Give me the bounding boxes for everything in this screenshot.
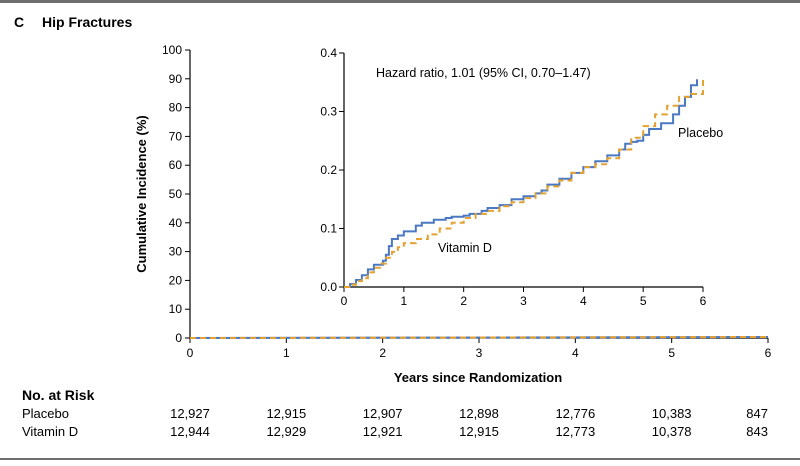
risk-cell: 10,378 <box>651 424 692 439</box>
main-y-tick-label: 30 <box>169 245 183 259</box>
risk-cell: 12,927 <box>170 406 210 421</box>
inset-y-tick-label: 0.0 <box>320 280 337 294</box>
main-y-tick-label: 10 <box>169 302 183 316</box>
main-y-tick-label: 40 <box>169 216 183 230</box>
risk-row-label: Placebo <box>22 406 69 421</box>
main-y-tick-label: 20 <box>169 273 183 287</box>
risk-cell: 10,383 <box>651 406 692 421</box>
main-x-tick-label: 3 <box>476 346 483 360</box>
inset-y-tick-label: 0.3 <box>320 105 337 119</box>
main-x-axis-label: Years since Randomization <box>394 370 562 385</box>
main-x-tick-label: 5 <box>668 346 675 360</box>
inset-x-tick-label: 0 <box>341 294 348 308</box>
main-y-axis-label: Cumulative Incidence (%) <box>134 115 149 272</box>
main-x-tick-label: 6 <box>765 346 772 360</box>
risk-cell: 847 <box>746 406 768 421</box>
risk-cell: 12,898 <box>459 406 499 421</box>
risk-cell: 12,776 <box>555 406 596 421</box>
main-x-tick-label: 4 <box>572 346 579 360</box>
inset-x-tick-label: 5 <box>640 294 647 308</box>
risk-table-title: No. at Risk <box>22 387 95 403</box>
inset-x-tick-label: 6 <box>700 294 707 308</box>
top-rule <box>0 0 800 3</box>
panel-title: Hip Fractures <box>42 14 133 30</box>
main-y-tick-label: 50 <box>169 187 183 201</box>
inset-label-placebo: Placebo <box>678 126 723 140</box>
main-y-tick-label: 80 <box>169 101 183 115</box>
main-y-tick-label: 100 <box>162 43 182 57</box>
main-x-tick-label: 0 <box>187 346 194 360</box>
panel-letter: C <box>14 14 25 30</box>
inset-series-placebo <box>344 79 698 288</box>
inset-x-tick-label: 3 <box>520 294 527 308</box>
main-y-tick-label: 70 <box>169 129 183 143</box>
risk-cell: 12,921 <box>362 424 403 439</box>
bottom-rule <box>0 458 800 460</box>
hazard-ratio-annotation: Hazard ratio, 1.01 (95% CI, 0.70–1.47) <box>376 66 591 80</box>
risk-cell: 12,915 <box>266 406 307 421</box>
inset-label-vitamin-d: Vitamin D <box>438 241 492 255</box>
main-series-vitamin-d <box>189 335 769 339</box>
inset-y-tick-label: 0.1 <box>320 222 337 236</box>
inset-x-tick-label: 1 <box>400 294 407 308</box>
main-y-tick-label: 0 <box>175 331 182 345</box>
risk-row-label: Vitamin D <box>22 424 79 439</box>
inset-series-vitamin-d <box>344 76 704 288</box>
risk-cell: 843 <box>746 424 768 439</box>
risk-cell: 12,915 <box>459 424 499 439</box>
risk-cell: 12,929 <box>266 424 307 439</box>
main-x-tick-label: 1 <box>283 346 290 360</box>
inset-x-tick-label: 4 <box>580 294 587 308</box>
inset-x-tick-label: 2 <box>460 294 467 308</box>
main-y-tick-label: 60 <box>169 158 183 172</box>
risk-cell: 12,944 <box>170 424 210 439</box>
inset-y-tick-label: 0.2 <box>320 163 337 177</box>
inset-y-tick-label: 0.4 <box>320 46 337 60</box>
risk-cell: 12,907 <box>362 406 403 421</box>
main-x-tick-label: 2 <box>379 346 386 360</box>
main-y-tick-label: 90 <box>169 72 183 86</box>
risk-cell: 12,773 <box>555 424 596 439</box>
